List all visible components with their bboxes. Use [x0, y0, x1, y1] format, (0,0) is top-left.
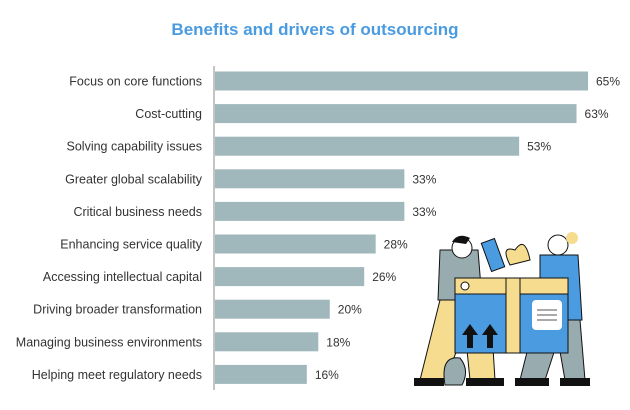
category-label: Focus on core functions — [69, 75, 202, 89]
bar — [215, 234, 376, 254]
category-label: Helping meet regulatory needs — [32, 368, 202, 382]
bar — [215, 136, 520, 156]
value-label: 26% — [372, 270, 396, 284]
bar — [215, 364, 307, 384]
value-label: 20% — [338, 303, 362, 317]
bar — [215, 104, 577, 124]
bar — [215, 71, 588, 91]
value-label: 65% — [596, 75, 620, 89]
category-label: Enhancing service quality — [60, 238, 202, 252]
category-label: Critical business needs — [73, 205, 202, 219]
illustration-people-with-gift-box — [414, 232, 590, 386]
category-label: Driving broader transformation — [33, 303, 202, 317]
category-label: Solving capability issues — [67, 140, 203, 154]
value-label: 16% — [315, 368, 339, 382]
value-label: 33% — [412, 205, 436, 219]
category-label: Greater global scalability — [65, 172, 203, 186]
value-label: 18% — [326, 335, 350, 349]
bar — [215, 332, 319, 352]
category-label: Cost-cutting — [135, 107, 202, 121]
bar — [215, 299, 330, 319]
chart-title: Benefits and drivers of outsourcing — [171, 20, 459, 39]
value-label: 63% — [585, 107, 609, 121]
category-label: Managing business environments — [16, 335, 202, 349]
value-label: 28% — [384, 238, 408, 252]
value-label: 53% — [527, 140, 551, 154]
category-label: Accessing intellectual capital — [43, 270, 202, 284]
value-label: 33% — [412, 172, 436, 186]
bar — [215, 169, 405, 189]
bar — [215, 267, 365, 287]
bar — [215, 201, 405, 221]
